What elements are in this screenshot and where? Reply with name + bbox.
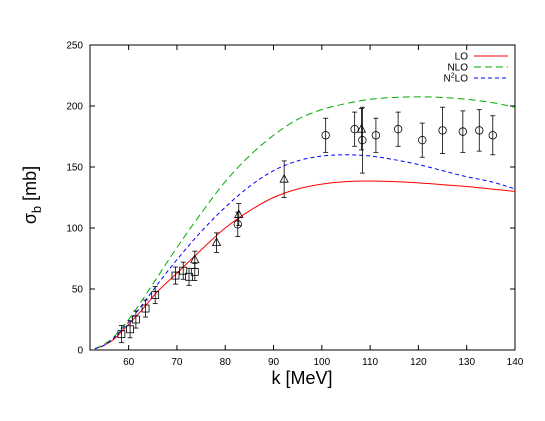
x-tick-label: 130 [458, 357, 475, 368]
data-point-square [117, 325, 126, 344]
data-point-square [171, 266, 180, 285]
triangle-marker [279, 173, 289, 183]
y-axis-title: σb [mb] [20, 166, 44, 224]
circle-marker [233, 220, 242, 229]
y-tick-label: 200 [66, 102, 83, 113]
y-tick-label: 100 [66, 224, 83, 235]
x-axis-title: k [MeV] [271, 368, 332, 388]
square-marker [117, 330, 126, 339]
circle-marker [350, 124, 359, 134]
series-line-nlo [94, 96, 516, 350]
points-layer [117, 106, 497, 344]
x-tick-label: 90 [268, 357, 280, 368]
circle-marker [488, 131, 497, 140]
data-point-circle [438, 106, 447, 154]
data-point-circle [358, 106, 367, 174]
data-point-circle [488, 115, 497, 156]
plot-frame [89, 44, 516, 351]
data-point-circle [393, 111, 403, 147]
data-point-square [151, 286, 160, 305]
square-marker [151, 291, 160, 300]
data-point-triangle [190, 250, 200, 269]
y-axis-title-unit: [mb] [20, 166, 40, 206]
x-tick-label: 60 [123, 357, 135, 368]
data-point-circle [458, 110, 468, 153]
data-point-square [141, 299, 150, 318]
legend-label-lo: LO [455, 52, 469, 63]
series-line-n2lo [94, 154, 516, 350]
data-point-circle [350, 111, 359, 147]
series-layer [94, 96, 516, 350]
triangle-marker [234, 209, 244, 218]
circle-marker [371, 131, 381, 140]
legend-label-n2lo: N2LO [444, 73, 469, 85]
triangle-marker [190, 254, 200, 264]
data-point-triangle [234, 203, 244, 226]
circle-marker [458, 127, 468, 136]
data-point-triangle [279, 160, 289, 198]
data-point-circle [371, 117, 381, 153]
data-point-square [126, 320, 134, 339]
triangle-marker [356, 123, 367, 133]
y-tick-label: 150 [66, 163, 83, 174]
square-marker [126, 325, 134, 334]
data-point-triangle [356, 108, 367, 151]
data-point-circle [233, 211, 242, 237]
circle-marker [393, 124, 403, 134]
square-marker [179, 266, 188, 275]
series-line-lo [94, 180, 516, 350]
data-point-square [185, 267, 193, 286]
square-marker [171, 271, 180, 280]
x-tick-label: 120 [410, 357, 427, 368]
y-tick-label: 0 [77, 346, 83, 357]
triangle-marker [211, 237, 222, 247]
data-point-circle [321, 117, 330, 153]
y-tick-label: 250 [66, 41, 83, 52]
circle-marker [418, 135, 427, 145]
circle-marker [438, 126, 447, 135]
ticks-layer: 60 70 80 90 100 110 120 130 140 0 50 100 150 200 250 [66, 41, 523, 369]
x-tick-label: 100 [313, 357, 330, 368]
y-tick-label: 50 [72, 285, 84, 296]
circle-marker [321, 131, 330, 140]
y-axis-title-sub: b [29, 206, 44, 213]
data-point-circle [418, 122, 427, 158]
circle-marker [475, 126, 484, 135]
circle-marker [358, 135, 367, 145]
x-tick-label: 80 [220, 357, 232, 368]
data-point-circle [475, 109, 484, 152]
y-axis-title-main: σ [20, 213, 40, 224]
data-point-triangle [211, 232, 222, 253]
square-marker [131, 315, 140, 324]
data-point-square [179, 261, 188, 280]
x-tick-label: 140 [507, 357, 524, 368]
square-marker [185, 272, 193, 281]
x-tick-label: 70 [171, 357, 183, 368]
square-marker [141, 304, 150, 313]
data-point-square [131, 310, 140, 329]
x-tick-label: 110 [362, 357, 378, 368]
legend-label-nlo: NLO [447, 63, 468, 74]
